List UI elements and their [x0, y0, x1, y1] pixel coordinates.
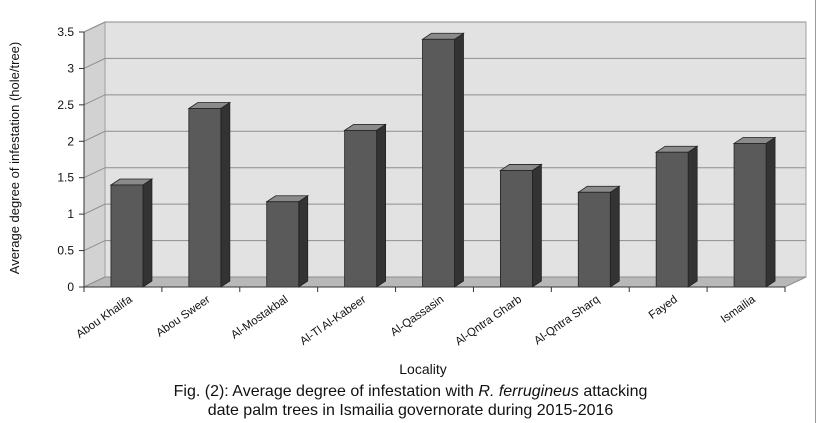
- bar-side: [220, 101, 231, 288]
- y-axis: 0 0.5 1 1.5 2 2.5 3 3.5: [57, 25, 85, 294]
- gridline: [83, 130, 806, 142]
- x-tick-label: Fayed: [647, 294, 680, 322]
- x-tick-label: Al-Qntra Gharb: [453, 294, 524, 349]
- y-tick-label: 0.5: [57, 244, 74, 258]
- bar-front: [344, 129, 378, 288]
- x-tick-label: Al-Qntra Sharq: [532, 294, 602, 348]
- x-tick-label: Al-Tl Al-Kabeer: [298, 294, 368, 348]
- bar: [343, 123, 387, 288]
- bar-front: [422, 38, 455, 288]
- bar-side: [454, 32, 464, 288]
- bar: [109, 178, 154, 288]
- figure-caption: Fig. (2): Average degree of infestation …: [0, 382, 821, 420]
- bar-side: [142, 178, 153, 288]
- bar: [732, 136, 777, 288]
- bar-side: [765, 136, 776, 288]
- bar-side: [687, 145, 698, 288]
- y-tick-label: 2: [67, 134, 74, 148]
- bar: [421, 32, 465, 288]
- bar-side: [376, 123, 387, 288]
- bar-front: [188, 108, 222, 288]
- y-tick-label: 1: [67, 207, 74, 221]
- x-tick-label: Abou Khalifa: [74, 293, 135, 341]
- caption-line-1: Fig. (2): Average degree of infestation …: [0, 382, 821, 401]
- gridline: [83, 167, 806, 179]
- bar: [187, 101, 232, 288]
- bar: [265, 195, 310, 288]
- bars: [109, 32, 777, 288]
- bar-front: [655, 151, 689, 288]
- bar-chart: 00.511.522.533.5 Abou Khalifa Abou Sweer A…: [7, 21, 807, 377]
- bar-side: [531, 163, 542, 288]
- caption-species-name: R. ferrugineus: [478, 383, 579, 400]
- y-tick-label: 3.5: [57, 25, 74, 39]
- side-wall: [83, 21, 106, 288]
- x-tick-label: Al-Mostakbal: [229, 294, 290, 342]
- x-tick-label: Abou Sweer: [154, 294, 212, 340]
- caption-text-start: Fig. (2): Average degree of infestation …: [173, 383, 479, 400]
- x-axis-title: Locality: [399, 361, 446, 377]
- bar-side: [298, 195, 309, 288]
- y-tick-label: 0: [67, 280, 74, 294]
- y-tick-label: 1.5: [57, 171, 74, 185]
- gridline: [83, 203, 806, 215]
- bar: [654, 145, 699, 288]
- x-axis: Abou Khalifa Abou Sweer Al-Mostakbal Al-Tl …: [74, 286, 786, 349]
- gridline: [83, 240, 806, 252]
- gridline: [83, 94, 806, 106]
- y-axis-title: Average degree of infestation (hole/tree…: [7, 42, 22, 274]
- bar-side: [609, 185, 620, 288]
- bar-front: [266, 201, 300, 288]
- bar-front: [110, 184, 144, 288]
- bar-front: [733, 143, 767, 288]
- frame-border: [815, 0, 816, 423]
- gridline: [83, 57, 806, 69]
- bar-front: [577, 191, 611, 288]
- x-tick-label: Al-Qassasin: [389, 294, 447, 339]
- bar: [499, 163, 543, 288]
- y-tick-label: 3: [67, 61, 74, 75]
- bar: [576, 185, 621, 288]
- gridline: [83, 21, 806, 33]
- x-tick-label: Ismailia: [719, 293, 758, 326]
- caption-line-2: date palm trees in Ismailia governorate …: [207, 402, 614, 419]
- y-tick-label: 2.5: [57, 98, 74, 112]
- caption-text-end: attacking: [578, 383, 648, 400]
- gridlines: [83, 21, 806, 252]
- bar-front: [499, 170, 533, 288]
